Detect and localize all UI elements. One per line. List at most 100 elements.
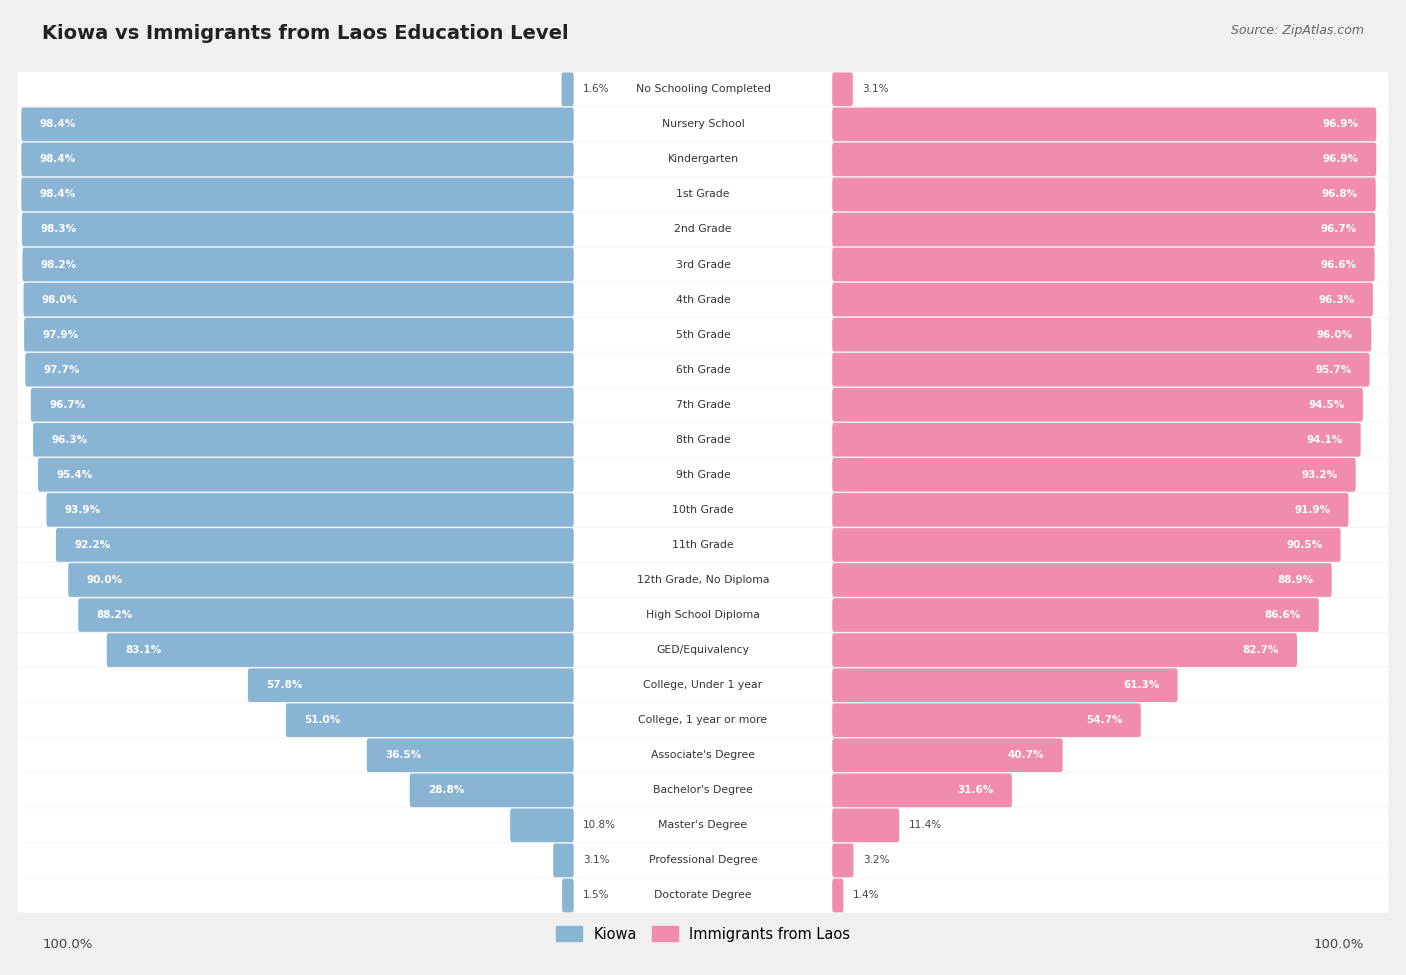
Text: 10.8%: 10.8% bbox=[583, 820, 616, 831]
FancyBboxPatch shape bbox=[832, 493, 1348, 526]
FancyBboxPatch shape bbox=[56, 528, 574, 562]
Text: 1.5%: 1.5% bbox=[583, 890, 610, 901]
FancyBboxPatch shape bbox=[832, 808, 900, 842]
Text: Doctorate Degree: Doctorate Degree bbox=[654, 890, 752, 901]
FancyBboxPatch shape bbox=[17, 72, 1389, 106]
FancyBboxPatch shape bbox=[247, 668, 574, 702]
FancyBboxPatch shape bbox=[832, 738, 1063, 772]
FancyBboxPatch shape bbox=[17, 283, 1389, 317]
Text: 93.2%: 93.2% bbox=[1302, 470, 1337, 480]
Text: 9th Grade: 9th Grade bbox=[676, 470, 730, 480]
FancyBboxPatch shape bbox=[17, 457, 1389, 492]
Text: Nursery School: Nursery School bbox=[662, 119, 744, 130]
FancyBboxPatch shape bbox=[832, 213, 1375, 247]
FancyBboxPatch shape bbox=[22, 213, 574, 247]
Text: GED/Equivalency: GED/Equivalency bbox=[657, 645, 749, 655]
FancyBboxPatch shape bbox=[17, 177, 1389, 212]
Text: 11th Grade: 11th Grade bbox=[672, 540, 734, 550]
Text: No Schooling Completed: No Schooling Completed bbox=[636, 84, 770, 95]
Text: College, 1 year or more: College, 1 year or more bbox=[638, 716, 768, 725]
FancyBboxPatch shape bbox=[832, 843, 853, 878]
Text: 97.9%: 97.9% bbox=[42, 330, 79, 339]
FancyBboxPatch shape bbox=[367, 738, 574, 772]
FancyBboxPatch shape bbox=[832, 773, 1012, 807]
FancyBboxPatch shape bbox=[832, 107, 1376, 141]
FancyBboxPatch shape bbox=[107, 634, 574, 667]
Text: 61.3%: 61.3% bbox=[1123, 681, 1160, 690]
Text: 88.9%: 88.9% bbox=[1277, 575, 1313, 585]
Text: 100.0%: 100.0% bbox=[1313, 938, 1364, 951]
FancyBboxPatch shape bbox=[832, 668, 1178, 702]
Text: College, Under 1 year: College, Under 1 year bbox=[644, 681, 762, 690]
FancyBboxPatch shape bbox=[17, 773, 1389, 807]
Text: 91.9%: 91.9% bbox=[1294, 505, 1330, 515]
Text: 94.1%: 94.1% bbox=[1306, 435, 1343, 445]
Text: 31.6%: 31.6% bbox=[957, 785, 994, 796]
FancyBboxPatch shape bbox=[832, 177, 1375, 212]
Text: 92.2%: 92.2% bbox=[75, 540, 110, 550]
FancyBboxPatch shape bbox=[409, 773, 574, 807]
FancyBboxPatch shape bbox=[25, 353, 574, 386]
FancyBboxPatch shape bbox=[285, 703, 574, 737]
Text: Master's Degree: Master's Degree bbox=[658, 820, 748, 831]
Text: 1st Grade: 1st Grade bbox=[676, 189, 730, 200]
Text: 57.8%: 57.8% bbox=[266, 681, 302, 690]
FancyBboxPatch shape bbox=[832, 634, 1298, 667]
Text: 93.9%: 93.9% bbox=[65, 505, 101, 515]
FancyBboxPatch shape bbox=[38, 458, 574, 491]
FancyBboxPatch shape bbox=[24, 318, 574, 351]
FancyBboxPatch shape bbox=[832, 458, 1355, 491]
FancyBboxPatch shape bbox=[832, 878, 844, 913]
Text: Bachelor's Degree: Bachelor's Degree bbox=[652, 785, 754, 796]
FancyBboxPatch shape bbox=[17, 213, 1389, 247]
FancyBboxPatch shape bbox=[17, 248, 1389, 282]
Text: 96.9%: 96.9% bbox=[1322, 154, 1358, 165]
Text: 83.1%: 83.1% bbox=[125, 645, 162, 655]
FancyBboxPatch shape bbox=[17, 878, 1389, 913]
FancyBboxPatch shape bbox=[79, 599, 574, 632]
Text: 90.0%: 90.0% bbox=[86, 575, 122, 585]
Text: 96.3%: 96.3% bbox=[1319, 294, 1355, 304]
Text: 95.7%: 95.7% bbox=[1315, 365, 1351, 374]
FancyBboxPatch shape bbox=[832, 142, 1376, 176]
FancyBboxPatch shape bbox=[17, 492, 1389, 527]
Text: 98.0%: 98.0% bbox=[42, 294, 77, 304]
FancyBboxPatch shape bbox=[17, 633, 1389, 667]
Text: 82.7%: 82.7% bbox=[1243, 645, 1279, 655]
FancyBboxPatch shape bbox=[510, 808, 574, 842]
Text: 4th Grade: 4th Grade bbox=[676, 294, 730, 304]
Text: 95.4%: 95.4% bbox=[56, 470, 93, 480]
Text: 98.2%: 98.2% bbox=[41, 259, 77, 269]
Text: High School Diploma: High School Diploma bbox=[647, 610, 759, 620]
Text: 11.4%: 11.4% bbox=[908, 820, 942, 831]
FancyBboxPatch shape bbox=[31, 388, 574, 421]
Text: 36.5%: 36.5% bbox=[385, 750, 422, 760]
FancyBboxPatch shape bbox=[17, 563, 1389, 597]
Text: 100.0%: 100.0% bbox=[42, 938, 93, 951]
Text: 98.4%: 98.4% bbox=[39, 119, 76, 130]
FancyBboxPatch shape bbox=[832, 599, 1319, 632]
Text: 8th Grade: 8th Grade bbox=[676, 435, 730, 445]
FancyBboxPatch shape bbox=[832, 423, 1361, 456]
FancyBboxPatch shape bbox=[832, 72, 853, 106]
FancyBboxPatch shape bbox=[69, 564, 574, 597]
Text: 2nd Grade: 2nd Grade bbox=[675, 224, 731, 235]
Text: 96.6%: 96.6% bbox=[1320, 259, 1357, 269]
FancyBboxPatch shape bbox=[17, 353, 1389, 387]
FancyBboxPatch shape bbox=[24, 283, 574, 317]
Text: 3.2%: 3.2% bbox=[863, 855, 889, 866]
Text: 96.3%: 96.3% bbox=[51, 435, 87, 445]
Text: 12th Grade, No Diploma: 12th Grade, No Diploma bbox=[637, 575, 769, 585]
Text: Associate's Degree: Associate's Degree bbox=[651, 750, 755, 760]
Text: 94.5%: 94.5% bbox=[1309, 400, 1344, 410]
Text: 1.4%: 1.4% bbox=[852, 890, 879, 901]
Text: 96.7%: 96.7% bbox=[1320, 224, 1357, 235]
Legend: Kiowa, Immigrants from Laos: Kiowa, Immigrants from Laos bbox=[550, 920, 856, 948]
Text: 96.9%: 96.9% bbox=[1322, 119, 1358, 130]
FancyBboxPatch shape bbox=[832, 283, 1372, 317]
Text: 98.4%: 98.4% bbox=[39, 154, 76, 165]
Text: 7th Grade: 7th Grade bbox=[676, 400, 730, 410]
Text: 54.7%: 54.7% bbox=[1085, 716, 1122, 725]
FancyBboxPatch shape bbox=[832, 564, 1331, 597]
FancyBboxPatch shape bbox=[34, 423, 574, 456]
